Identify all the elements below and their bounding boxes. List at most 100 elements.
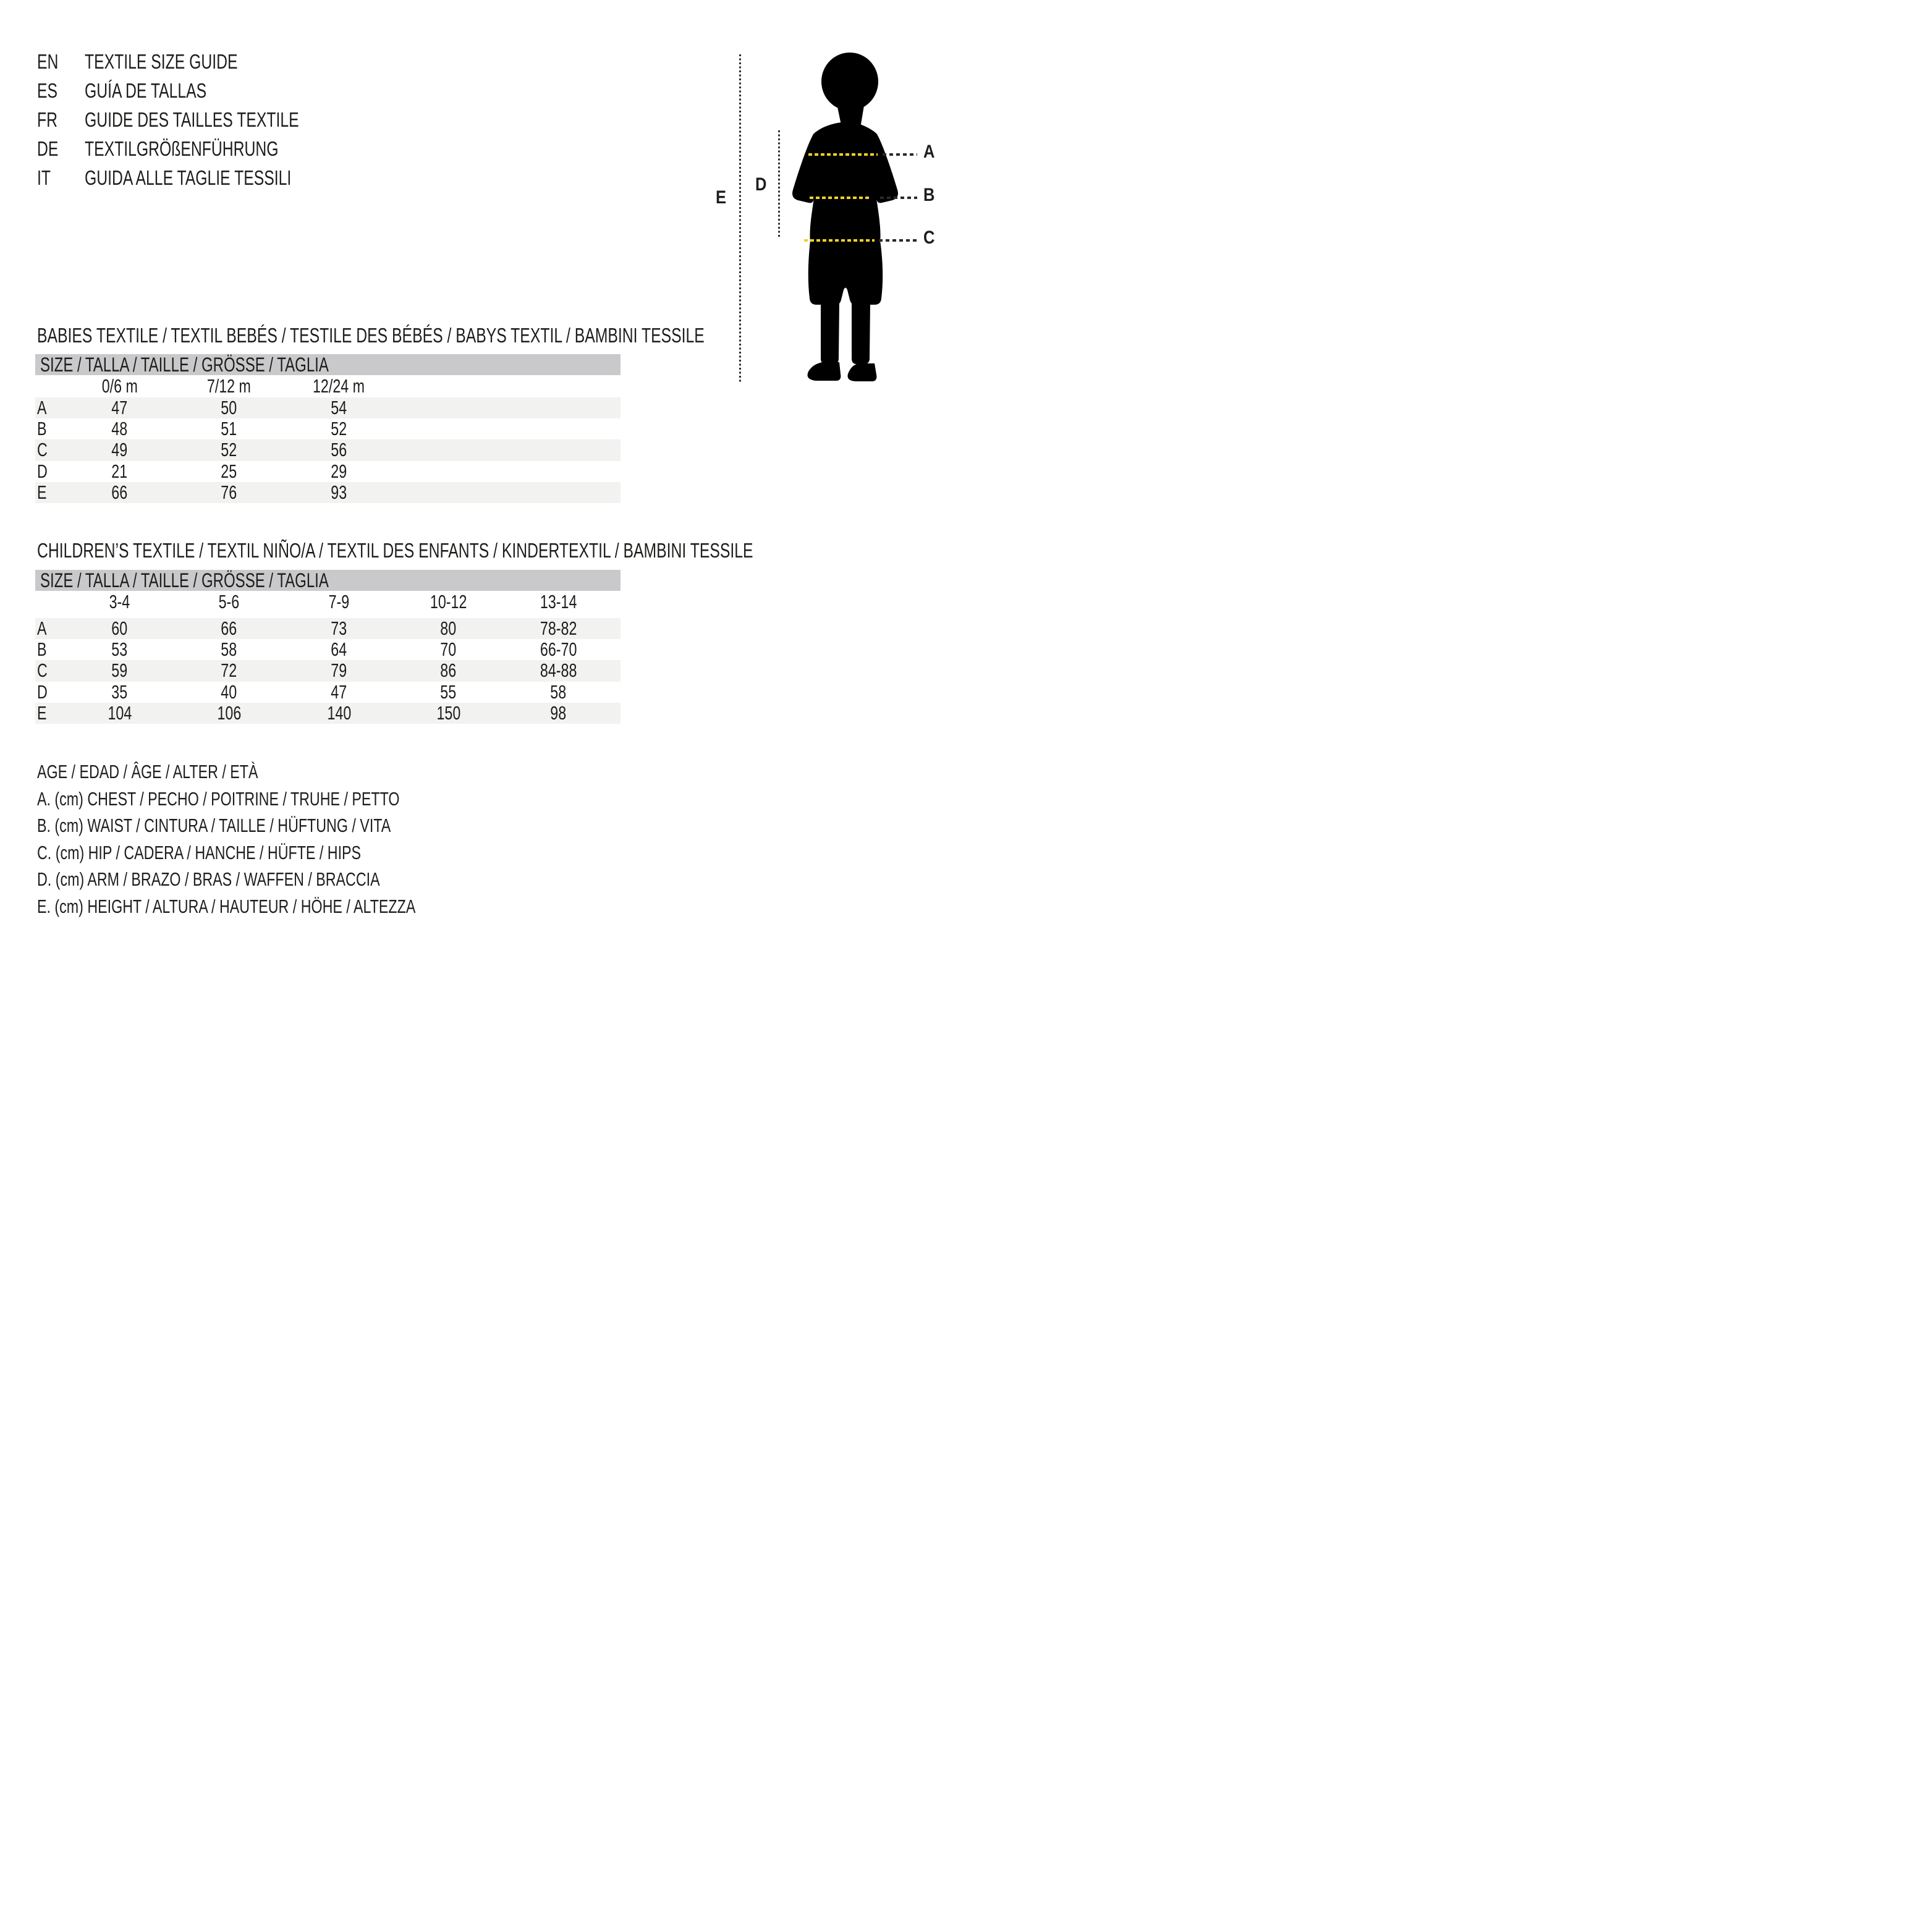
cell-value: 52 [331, 418, 347, 440]
language-code: FR [37, 108, 57, 131]
cell-value: 70 [440, 638, 457, 661]
figure-label-waist: B [923, 185, 935, 205]
cell-value: 73 [331, 617, 347, 639]
arm-measure-dotted-line-d [778, 130, 780, 237]
row-label: A [37, 617, 47, 639]
waist-measure-leader-b [880, 197, 917, 199]
cell-value: 150 [436, 701, 460, 724]
children-column-header-row: 3-4 5-6 7-9 10-12 13-14 [35, 591, 621, 613]
legend-line-arm: D. (cm) ARM / BRAZO / BRAS / WAFFEN / BR… [37, 868, 380, 890]
table-row: B 53 58 64 70 66-70 [35, 638, 621, 661]
cell-value: 106 [217, 701, 241, 724]
column-header: 13-14 [540, 591, 577, 612]
table-row: D 21 25 29 [35, 460, 621, 482]
table-row: B 48 51 52 [35, 418, 621, 439]
row-label: B [37, 638, 47, 661]
column-header: 3-4 [109, 591, 130, 612]
cell-value: 84-88 [540, 659, 577, 682]
cell-value: 58 [221, 638, 237, 661]
cell-value: 35 [111, 680, 128, 703]
waist-measure-dashed-line-b [810, 197, 869, 199]
size-guide-page: EN TEXTILE SIZE GUIDE ES GUÍA DE TALLAS … [0, 0, 966, 966]
table-row: C 49 52 56 [35, 439, 621, 461]
language-title: GUIDA ALLE TAGLIE TESSILI [85, 166, 292, 189]
cell-value: 86 [440, 659, 457, 682]
language-code: EN [37, 49, 59, 73]
cell-value: 55 [440, 680, 457, 703]
language-row-it: IT GUIDA ALLE TAGLIE TESSILI [37, 163, 370, 192]
language-title: GUÍA DE TALLAS [85, 78, 207, 102]
cell-value: 49 [111, 439, 128, 461]
table-row: A 60 66 73 80 78-82 [35, 617, 621, 640]
measurement-legend: AGE / EDAD / ÂGE / ALTER / ETÀ A. (cm) C… [37, 758, 541, 920]
cell-value: 66 [221, 617, 237, 639]
table-row: C 59 72 79 86 84-88 [35, 659, 621, 682]
figure-label-height: E [716, 187, 727, 208]
cell-value: 98 [550, 701, 567, 724]
cell-value: 47 [331, 680, 347, 703]
legend-line-height: E. (cm) HEIGHT / ALTURA / HAUTEUR / HÖHE… [37, 895, 416, 917]
chest-measure-dashed-line-a [808, 153, 878, 156]
row-label: D [37, 680, 48, 703]
cell-value: 59 [111, 659, 128, 682]
hip-measure-dashed-line-c [804, 239, 875, 242]
hip-measure-leader-c [879, 239, 917, 242]
table-row: D 35 40 47 55 58 [35, 680, 621, 703]
cell-value: 21 [111, 460, 128, 482]
cell-value: 93 [331, 481, 347, 503]
silhouette-shorts [808, 240, 883, 305]
chest-measure-leader-a [883, 153, 917, 156]
silhouette-left-leg [821, 302, 839, 364]
language-title: GUIDE DES TAILLES TEXTILE [85, 108, 299, 131]
cell-value: 76 [221, 481, 237, 503]
babies-table-title: BABIES TEXTILE / TEXTIL BEBÉS / TESTILE … [37, 324, 705, 347]
column-header: 12/24 m [313, 375, 365, 397]
legend-line-age: AGE / EDAD / ÂGE / ALTER / ETÀ [37, 761, 258, 782]
column-header: 7-9 [328, 591, 350, 612]
cell-value: 79 [331, 659, 347, 682]
language-code: IT [37, 166, 51, 189]
height-measure-dotted-line-e [739, 54, 741, 383]
cell-value: 47 [111, 397, 128, 418]
silhouette-shirt [792, 122, 898, 242]
legend-line-chest: A. (cm) CHEST / PECHO / POITRINE / TRUHE… [37, 787, 400, 810]
table-row: E 104 106 140 150 98 [35, 701, 621, 724]
cell-value: 66-70 [540, 638, 577, 661]
cell-value: 51 [221, 418, 237, 440]
cell-value: 50 [221, 397, 237, 418]
language-row-es: ES GUÍA DE TALLAS [37, 76, 370, 105]
cell-value: 66 [111, 481, 128, 503]
row-label: E [37, 701, 47, 724]
cell-value: 53 [111, 638, 128, 661]
cell-value: 54 [331, 397, 347, 418]
language-title: TEXTILE SIZE GUIDE [85, 49, 238, 73]
cell-value: 78-82 [540, 617, 577, 639]
cell-value: 58 [550, 680, 567, 703]
cell-value: 40 [221, 680, 237, 703]
row-label: E [37, 481, 47, 503]
row-label: A [37, 397, 47, 418]
column-header: 10-12 [430, 591, 467, 612]
cell-value: 25 [221, 460, 237, 482]
cell-value: 48 [111, 418, 128, 440]
language-row-fr: FR GUIDE DES TAILLES TEXTILE [37, 105, 370, 134]
language-row-de: DE TEXTILGRÖßENFÜHRUNG [37, 134, 370, 163]
silhouette-right-leg [852, 302, 870, 364]
silhouette-left-shoe [807, 362, 841, 381]
silhouette-right-shoe [847, 363, 877, 381]
column-header: 0/6 m [101, 375, 138, 397]
column-header: 5-6 [218, 591, 240, 612]
figure-label-chest: A [923, 142, 935, 162]
language-row-en: EN TEXTILE SIZE GUIDE [37, 47, 370, 76]
child-silhouette-figure [792, 53, 898, 381]
row-label: D [37, 460, 48, 482]
silhouette-head [821, 53, 878, 111]
cell-value: 64 [331, 638, 347, 661]
cell-value: 104 [108, 701, 132, 724]
language-code: ES [37, 78, 58, 102]
language-heading-block: EN TEXTILE SIZE GUIDE ES GUÍA DE TALLAS … [37, 47, 370, 192]
cell-value: 80 [440, 617, 457, 639]
cell-value: 56 [331, 439, 347, 461]
children-size-header-bar: SIZE / TALLA / TAILLE / GRÖSSE / TAGLIA [35, 570, 621, 591]
cell-value: 72 [221, 659, 237, 682]
